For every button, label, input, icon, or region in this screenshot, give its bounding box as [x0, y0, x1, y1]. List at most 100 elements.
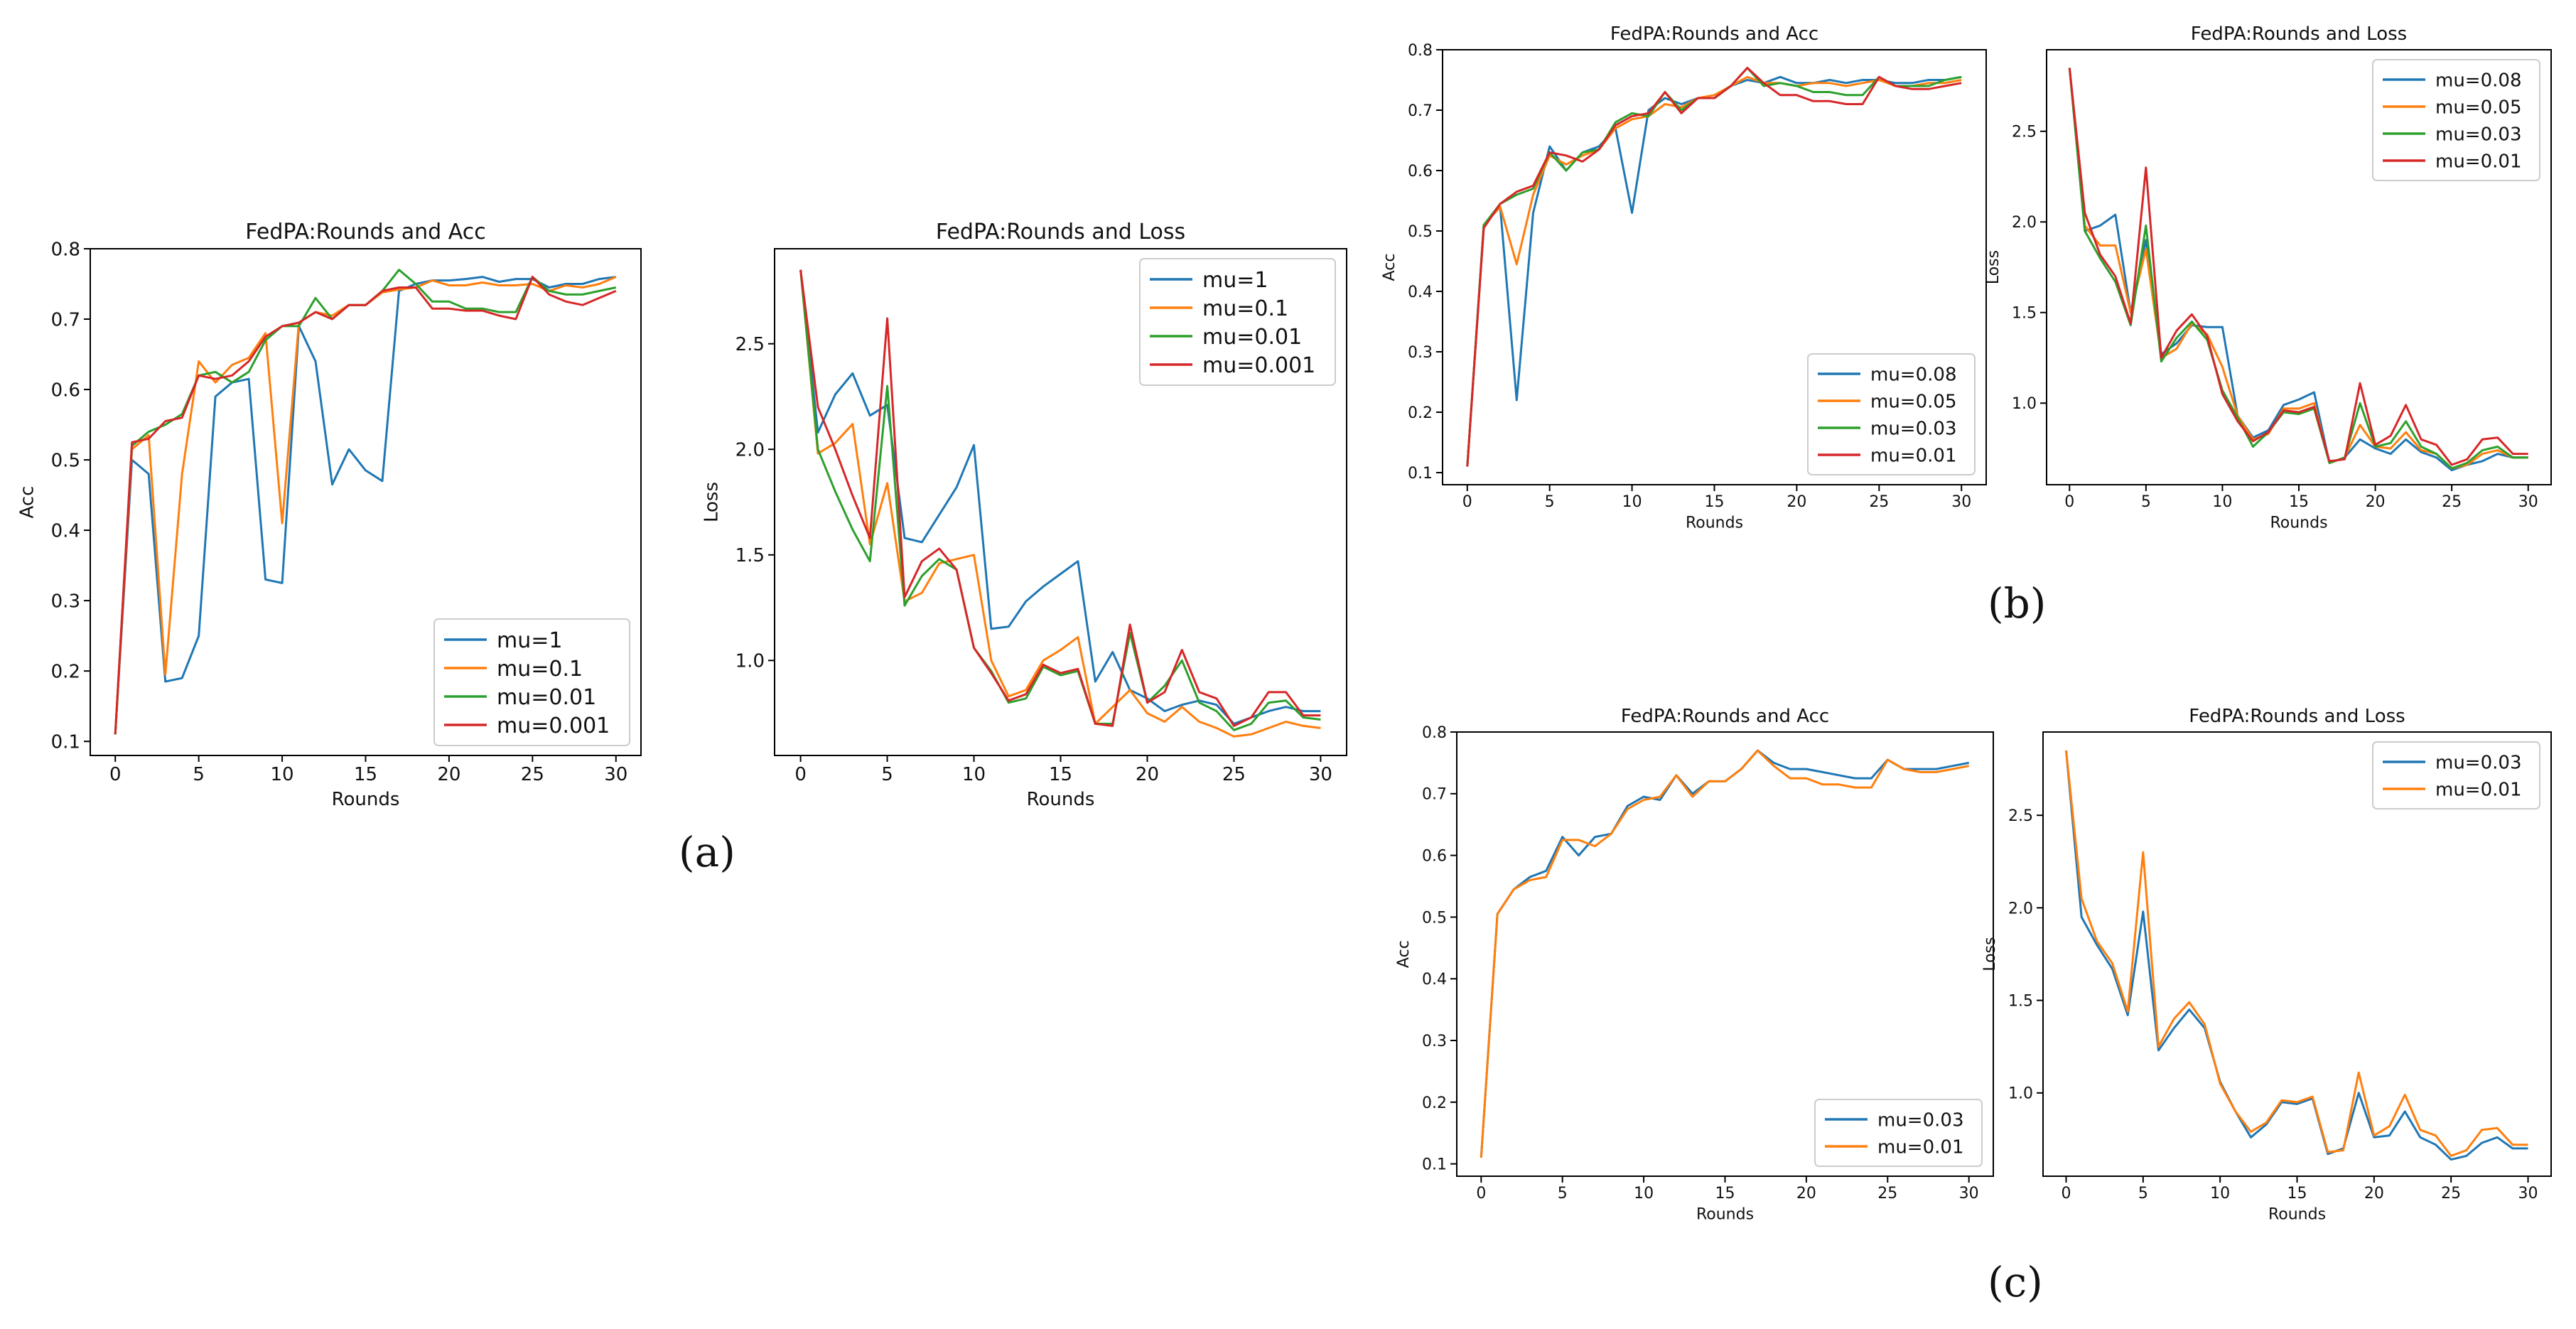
x-tick-label: 10: [962, 764, 986, 785]
y-tick-label: 0.5: [51, 450, 80, 471]
x-tick-label: 20: [1796, 1185, 1816, 1202]
y-tick-label: 0.1: [51, 732, 80, 753]
x-tick-label: 15: [354, 764, 377, 785]
x-tick-label: 0: [2062, 1185, 2071, 1202]
chart-b-loss: FedPA:Rounds and Loss 0 5 10 15 20 25 30 1.0 1.5 2…: [1985, 23, 2552, 532]
x-axis-label: Rounds: [2270, 515, 2327, 532]
x-tick-label: 30: [2518, 1185, 2538, 1202]
x-tick-label: 0: [2064, 493, 2074, 511]
series-line-mu=0.03: [2065, 750, 2528, 1161]
y-tick-label: 0.7: [1408, 102, 1433, 120]
y-tick-label: 0.3: [1408, 344, 1433, 362]
legend-label: mu=0.08: [2435, 70, 2521, 91]
chart-b-acc: FedPA:Rounds and Acc 0 5 10 15 20 25 30 0.1 0.2 0.…: [1381, 23, 1987, 532]
x-tick-label: 25: [1869, 493, 1889, 511]
legend: mu=0.03 mu=0.01: [2372, 741, 2540, 809]
series-line-mu=0.01: [2065, 750, 2528, 1157]
x-tick-label: 20: [1136, 764, 1159, 785]
x-tick-label: 10: [1622, 493, 1642, 511]
legend-label: mu=0.03: [2435, 124, 2521, 145]
y-tick-label: 0.4: [1408, 284, 1433, 301]
x-tick-label: 5: [1545, 493, 1555, 511]
legend: mu=0.08 mu=0.05 mu=0.03 mu=0.01: [1807, 353, 1976, 475]
legend-label: mu=0.05: [1870, 391, 1956, 412]
y-tick-label: 2.0: [735, 440, 765, 461]
legend-label: mu=0.001: [1202, 353, 1315, 378]
series-line-mu=0.05: [1466, 75, 1962, 467]
y-tick-label: 0.2: [51, 662, 80, 683]
x-tick-label: 30: [2518, 493, 2538, 511]
y-tick-label: 2.5: [2012, 124, 2037, 141]
y-tick-label: 0.6: [1422, 848, 1447, 866]
y-tick-label: 0.7: [51, 309, 80, 330]
panel-label-b: (b): [1988, 579, 2047, 628]
y-tick-label: 0.1: [1422, 1156, 1447, 1174]
x-tick-label: 30: [1959, 1185, 1979, 1202]
y-tick-label: 0.8: [51, 239, 80, 260]
x-tick-label: 20: [2366, 493, 2386, 511]
x-tick-label: 30: [1309, 764, 1332, 785]
chart-title: FedPA:Rounds and Loss: [2191, 23, 2407, 45]
legend-label: mu=0.05: [2435, 97, 2521, 118]
legend-label: mu=0.01: [1870, 445, 1956, 466]
x-tick-label: 5: [1558, 1185, 1568, 1202]
y-axis-label: Loss: [1981, 937, 1999, 971]
x-tick-label: 5: [2141, 493, 2151, 511]
chart-title: FedPA:Rounds and Acc: [245, 220, 485, 244]
x-tick-label: 0: [1462, 493, 1472, 511]
x-tick-label: 0: [1476, 1185, 1486, 1202]
series-line-mu=0.01: [2068, 68, 2528, 466]
x-tick-label: 15: [1049, 764, 1072, 785]
legend: mu=0.03 mu=0.01: [1814, 1099, 1983, 1167]
x-tick-label: 25: [521, 764, 544, 785]
chart-title: FedPA:Rounds and Loss: [2189, 706, 2405, 727]
y-tick-label: 2.5: [735, 334, 765, 355]
x-tick-label: 30: [1951, 493, 1971, 511]
legend-box: [1139, 258, 1336, 386]
x-tick-label: 15: [2287, 1185, 2307, 1202]
x-tick-label: 15: [2289, 493, 2309, 511]
x-tick-label: 20: [1787, 493, 1806, 511]
x-tick-label: 5: [2138, 1185, 2148, 1202]
x-tick-label: 25: [2442, 493, 2462, 511]
legend-label: mu=0.1: [497, 657, 583, 682]
chart-title: FedPA:Rounds and Acc: [1610, 23, 1818, 45]
series-line-mu=0.01: [1466, 67, 1962, 467]
legend-box: [2372, 741, 2540, 809]
x-tick-label: 15: [1715, 1185, 1735, 1202]
y-tick-label: 2.0: [2008, 900, 2033, 918]
y-tick-label: 1.5: [735, 545, 765, 566]
x-tick-label: 0: [794, 764, 807, 785]
legend-label: mu=0.01: [1877, 1136, 1963, 1158]
series-line-mu=1: [799, 269, 1321, 725]
legend-label: mu=1: [497, 628, 562, 653]
x-tick-label: 0: [109, 764, 122, 785]
y-axis-label: Loss: [1985, 250, 2003, 284]
legend-label: mu=0.01: [1202, 325, 1302, 350]
panel-label-a: (a): [679, 828, 735, 876]
chart-c-loss: FedPA:Rounds and Loss 0 5 10 15 20 25 30 1.0 1.5 2…: [1981, 706, 2552, 1224]
series-line-mu=0.1: [799, 269, 1321, 738]
legend-box: [433, 618, 630, 746]
legend: mu=1 mu=0.1 mu=0.01 mu=0.001: [1139, 258, 1336, 386]
y-tick-label: 1.0: [2008, 1085, 2033, 1103]
x-axis-label: Rounds: [1027, 789, 1095, 810]
x-axis-label: Rounds: [332, 789, 400, 810]
legend-box: [1807, 353, 1976, 475]
legend: mu=0.08 mu=0.05 mu=0.03 mu=0.01: [2372, 59, 2540, 181]
legend-label: mu=0.03: [1870, 418, 1956, 439]
x-tick-label: 10: [2212, 493, 2232, 511]
series-line-mu=0.01: [1480, 749, 1969, 1158]
chart-a-loss: FedPA:Rounds and Loss 0 5 10 15 20 25 30 1.0 1.5 2…: [701, 220, 1347, 810]
y-tick-label: 0.6: [51, 380, 80, 401]
legend-label: mu=0.01: [497, 685, 596, 710]
y-axis-label: Acc: [16, 486, 38, 519]
legend-label: mu=0.01: [2435, 151, 2521, 172]
y-tick-label: 0.8: [1408, 42, 1433, 60]
x-tick-label: 5: [193, 764, 205, 785]
y-tick-label: 0.4: [1422, 971, 1447, 989]
y-axis-label: Acc: [1395, 940, 1413, 968]
y-tick-label: 1.5: [2012, 305, 2037, 323]
y-tick-label: 0.7: [1422, 786, 1447, 804]
